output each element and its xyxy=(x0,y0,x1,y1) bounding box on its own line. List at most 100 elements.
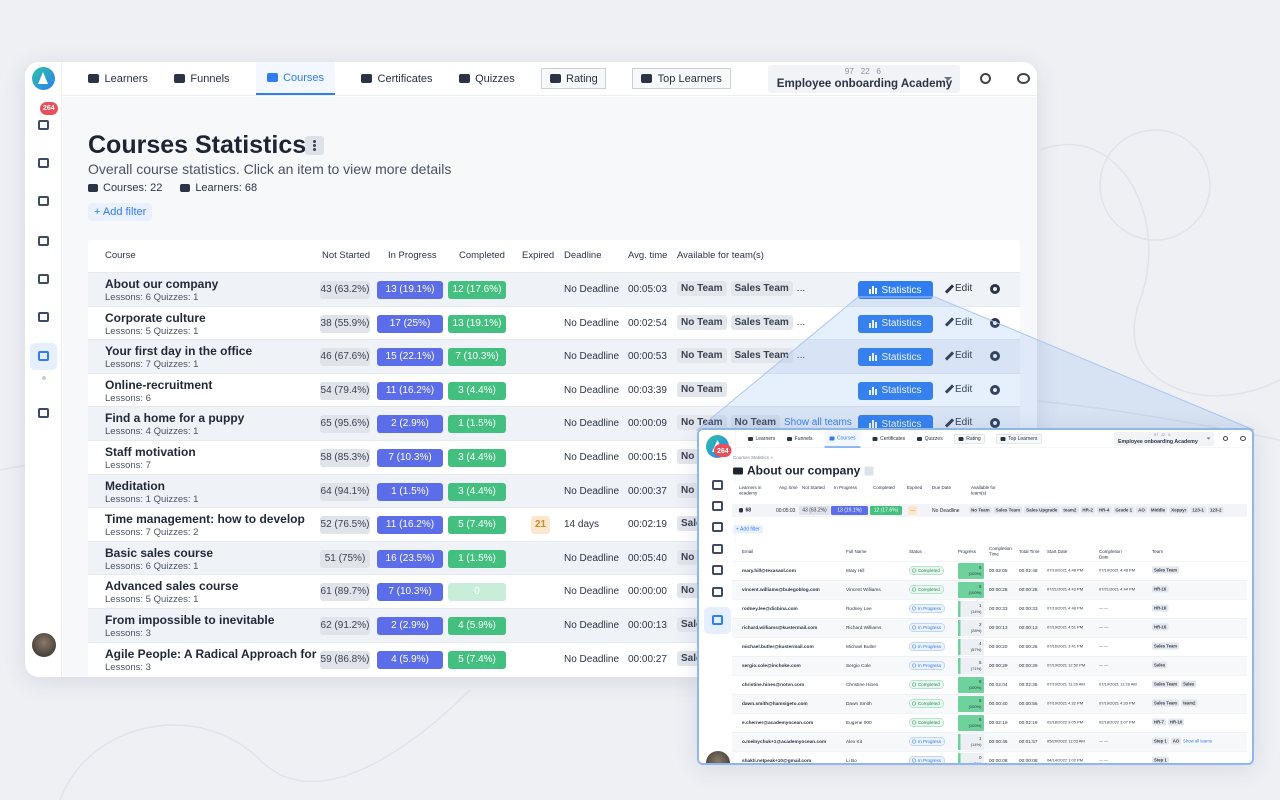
start-date: 07/19/2021 4:32 PM xyxy=(1047,701,1084,706)
nav-icon[interactable] xyxy=(712,501,723,511)
learner-row[interactable]: christine.hines@notvn.com Christine Hines… xyxy=(732,675,1247,694)
bar xyxy=(872,353,875,362)
add-filter[interactable]: + Add filter xyxy=(88,203,153,221)
start-date: 07/19/2021 4:51 PM xyxy=(1047,625,1084,630)
bar xyxy=(869,423,872,429)
status: Completed xyxy=(909,718,944,727)
settings-button[interactable] xyxy=(990,284,1000,294)
nav-icon[interactable] xyxy=(38,351,49,361)
academy-selector[interactable]: 97 22 6 Employee onboarding Academy xyxy=(1114,431,1214,447)
nav-icon[interactable] xyxy=(712,565,723,575)
tab-box: Rating xyxy=(540,68,607,89)
learner-row[interactable]: vincent.williams@bulegoblog.com Vincent W… xyxy=(732,580,1247,599)
nav-icon[interactable] xyxy=(38,196,49,206)
add-filter[interactable]: + Add filter xyxy=(733,525,763,534)
email: o.melnychuk+1@academyocean.com xyxy=(742,739,827,745)
course-row[interactable]: Online-recruitment Lessons: 6 54 (79.4%) 11… xyxy=(88,372,1020,407)
nav-tab[interactable]: Learners xyxy=(748,430,775,448)
progress-percent: (71%) xyxy=(970,666,982,672)
learner-row[interactable]: dawn.smith@hamsigeto.com Dawn Smith Comple… xyxy=(732,694,1247,713)
view-icon[interactable] xyxy=(1017,73,1031,85)
nav-tab[interactable]: Funnels xyxy=(173,62,230,95)
more-teams[interactable]: ... xyxy=(796,283,806,294)
avatar[interactable] xyxy=(706,751,730,763)
nav-tab[interactable]: Top Learners xyxy=(632,62,731,95)
statistics-button[interactable]: Statistics xyxy=(858,348,933,367)
nav-icon[interactable] xyxy=(38,408,49,418)
nav-icon[interactable] xyxy=(38,236,49,246)
search-icon[interactable] xyxy=(979,73,991,85)
edit-button[interactable]: Edit xyxy=(944,317,972,328)
statistics-button[interactable]: Statistics xyxy=(858,281,933,299)
nav-tab[interactable]: Courses xyxy=(255,62,336,95)
nav-icon[interactable] xyxy=(38,312,49,322)
nav-tab[interactable]: Rating xyxy=(954,430,985,448)
nav-icon[interactable] xyxy=(38,274,49,284)
edit-button[interactable]: Edit xyxy=(944,350,972,361)
learner-row[interactable]: o.melnychuk+1@academyocean.com Alex Kit In… xyxy=(732,732,1247,751)
course-name: Time management: how to develop xyxy=(105,512,305,527)
progress: 6 (100%) xyxy=(958,582,984,598)
search-icon[interactable] xyxy=(1223,435,1228,441)
learner-row[interactable]: shakti.netpeak+10@gmail.com Li Bo In Progr… xyxy=(732,751,1247,763)
edit-button[interactable]: Edit xyxy=(944,384,972,395)
nav-tab[interactable]: Funnels xyxy=(787,430,813,448)
settings-button[interactable] xyxy=(990,418,1000,429)
nav-icon[interactable] xyxy=(712,544,723,554)
options-button[interactable] xyxy=(305,136,324,155)
settings-button[interactable] xyxy=(990,351,1000,362)
summary-header: Completed xyxy=(873,485,895,490)
nav-icon[interactable] xyxy=(38,120,49,130)
avg-time: 00:03:39 xyxy=(628,384,667,396)
breadcrumb[interactable]: Courses Statistics » xyxy=(733,455,773,460)
more-teams[interactable]: ... xyxy=(796,316,806,328)
nav-tab[interactable]: Learners xyxy=(88,62,148,95)
course-row[interactable]: Corporate culture Lessons: 5 Quizzes: 1 38… xyxy=(88,305,1020,340)
tab-label: Funnels xyxy=(190,72,230,85)
progress: 1 (14%) xyxy=(958,601,984,617)
more-teams[interactable]: ... xyxy=(797,350,805,361)
nav-tab[interactable]: Top Learners xyxy=(996,430,1042,448)
more-teams[interactable]: Show all teams xyxy=(784,417,852,428)
in-progress: 7 (10.3%) xyxy=(377,583,443,602)
view-icon[interactable] xyxy=(1240,435,1246,441)
teams: HR-7 HR-10 xyxy=(1152,718,1185,726)
progress-count: 1 xyxy=(978,736,982,741)
edit-button[interactable]: Edit xyxy=(944,283,972,294)
tab-box: Rating xyxy=(954,434,985,444)
start-date: 07/19/2021 4:48 PM xyxy=(1047,568,1084,573)
learner-row[interactable]: rodney.lee@dicbina.com Rodney Lee In Progr… xyxy=(732,599,1247,618)
nav-tab[interactable]: Certificates xyxy=(361,62,433,95)
nav-icon[interactable] xyxy=(712,587,723,597)
learner-row[interactable]: mary.hill@texasaol.com Mary Hill Completed… xyxy=(732,561,1247,580)
learner-row[interactable]: richard.williams@kustermail.com Richard W… xyxy=(732,618,1247,637)
nav-icon[interactable] xyxy=(712,615,723,625)
academy-stat: 97 xyxy=(1154,432,1159,438)
nav-icon[interactable] xyxy=(38,158,49,168)
nav-tab[interactable]: Rating xyxy=(540,62,607,95)
nav-tab[interactable]: Certificates xyxy=(872,430,905,448)
column-header: Not Started xyxy=(322,250,371,261)
nav-tab[interactable]: Quizzes xyxy=(458,62,515,95)
course-row[interactable]: Your first day in the office Lessons: 7 Q… xyxy=(88,339,1020,373)
nav-tab[interactable]: Quizzes xyxy=(917,430,943,448)
status: Completed xyxy=(909,585,944,594)
academy-selector[interactable]: 97 22 6 Employee onboarding Academy xyxy=(768,65,960,93)
nav-icon[interactable] xyxy=(712,522,723,532)
nav-tab[interactable]: Courses xyxy=(824,430,861,448)
edit-button[interactable]: Edit xyxy=(944,417,972,428)
course-row[interactable]: Find a home for a puppy Lessons: 4 Quizze… xyxy=(88,406,1020,440)
settings-button[interactable] xyxy=(990,317,1000,328)
settings-button[interactable] xyxy=(990,384,1000,395)
more-teams[interactable]: Show all teams xyxy=(1183,738,1212,744)
statistics-button[interactable]: Statistics xyxy=(858,314,933,333)
learner-row[interactable]: sergio.cole@inchoke.com Sergio Cole In Pro… xyxy=(732,656,1247,675)
statistics-button[interactable]: Statistics xyxy=(858,381,933,400)
learner-row[interactable]: e.cherner@academyocean.com Eugene 000 Comp… xyxy=(732,713,1247,732)
course-row[interactable]: About our company Lessons: 6 Quizzes: 1 43… xyxy=(88,272,1020,306)
options-button[interactable] xyxy=(864,466,874,476)
avatar[interactable] xyxy=(32,633,56,657)
learner-row[interactable]: michael.butler@kustermail.com Michael But… xyxy=(732,637,1247,656)
nav-icon[interactable] xyxy=(712,480,723,490)
